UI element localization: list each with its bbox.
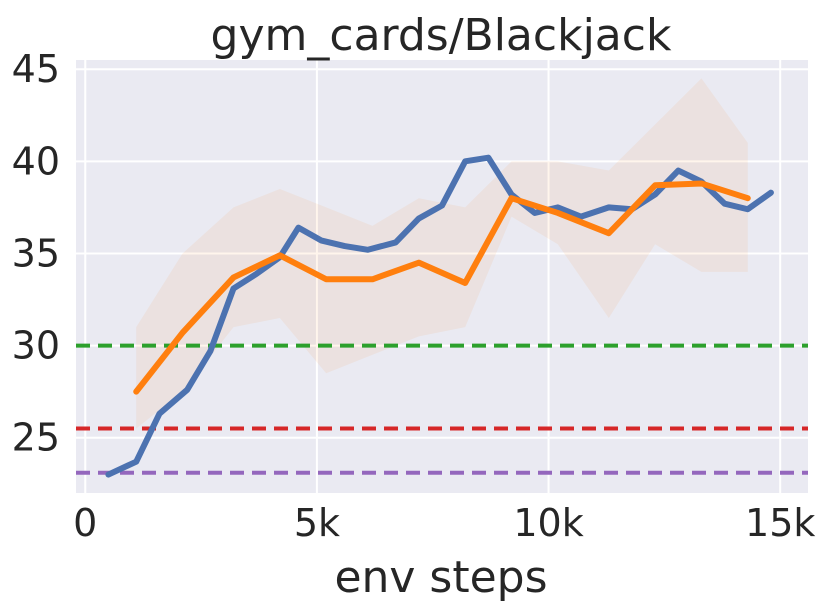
x-axis-label: env steps [334, 552, 547, 603]
series-lines [105, 154, 774, 478]
plot-area [76, 60, 808, 493]
y-tick-label: 40 [12, 139, 60, 183]
y-tick-label: 30 [12, 324, 60, 368]
x-tick-labels: 0 5k 10k 15k [73, 501, 815, 545]
chart-title: gym_cards/Blackjack [211, 10, 672, 61]
confidence-band [136, 78, 748, 429]
reference-lines [76, 343, 808, 475]
series-line [133, 180, 751, 395]
y-tick-label: 45 [12, 47, 60, 91]
x-tick-label: 15k [745, 501, 815, 545]
series-band [136, 78, 748, 429]
y-tick-labels: 25 30 35 40 45 [12, 47, 60, 460]
y-tick-label: 25 [12, 416, 60, 460]
x-tick-label: 10k [513, 501, 583, 545]
y-tick-label: 35 [12, 231, 60, 275]
x-tick-label: 5k [294, 501, 340, 545]
x-tick-label: 0 [73, 501, 97, 545]
